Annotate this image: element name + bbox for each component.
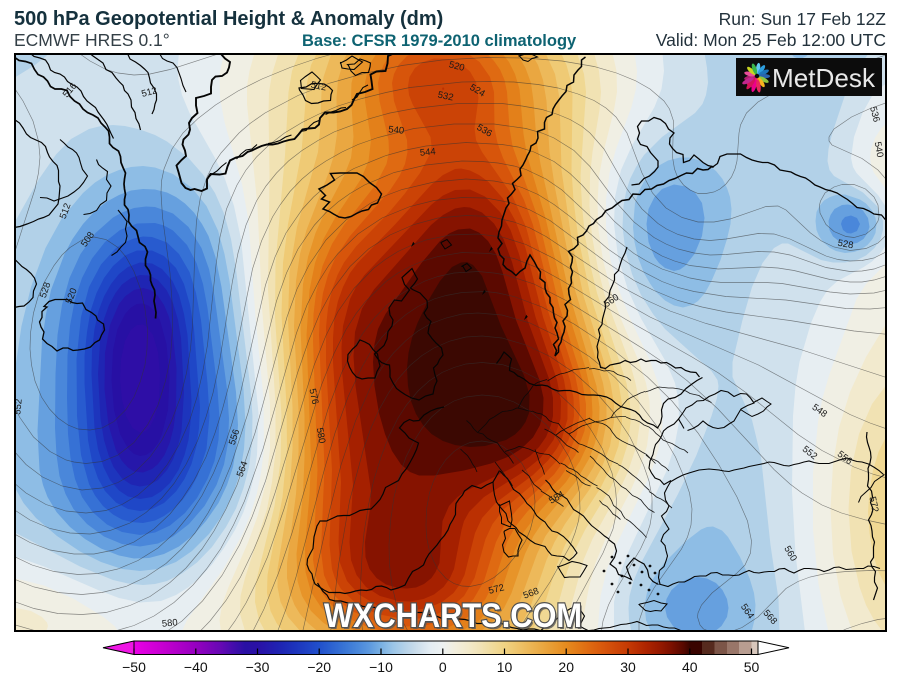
svg-text:572: 572	[487, 582, 505, 597]
svg-text:512: 512	[140, 85, 158, 100]
svg-text:580: 580	[314, 427, 328, 445]
svg-text:Run: Sun 17 Feb 12Z: Run: Sun 17 Feb 12Z	[719, 9, 887, 29]
svg-text:−40: −40	[184, 659, 208, 675]
svg-text:528: 528	[38, 281, 53, 299]
svg-text:572: 572	[866, 496, 880, 514]
svg-text:576: 576	[306, 388, 320, 406]
svg-text:Valid: Mon 25 Feb 12:00 UTC: Valid: Mon 25 Feb 12:00 UTC	[656, 30, 886, 50]
svg-text:WXCHARTS.COM: WXCHARTS.COM	[324, 597, 582, 635]
svg-text:540: 540	[388, 124, 405, 136]
svg-text:540: 540	[872, 141, 886, 159]
svg-text:512: 512	[310, 80, 328, 94]
svg-text:0: 0	[439, 659, 447, 675]
svg-text:WXCHARTS.COM: WXCHARTS.COM	[326, 599, 584, 637]
svg-text:500 hPa Geopotential Height &: 500 hPa Geopotential Height & Anomaly (d…	[14, 8, 443, 30]
svg-text:−20: −20	[307, 659, 331, 675]
svg-text:564: 564	[235, 460, 251, 479]
svg-text:528: 528	[837, 238, 855, 252]
svg-text:10: 10	[497, 659, 513, 675]
svg-text:532: 532	[437, 90, 455, 104]
svg-text:−10: −10	[369, 659, 393, 675]
svg-text:552: 552	[12, 398, 24, 415]
svg-text:40: 40	[682, 659, 698, 675]
svg-text:Base: CFSR 1979-2010 climatolo: Base: CFSR 1979-2010 climatology	[302, 32, 577, 50]
svg-text:50: 50	[744, 659, 760, 675]
svg-text:ECMWF HRES 0.1°: ECMWF HRES 0.1°	[14, 30, 170, 50]
svg-text:556: 556	[227, 428, 242, 446]
svg-text:568: 568	[522, 586, 541, 602]
svg-text:MetDesk: MetDesk	[772, 63, 876, 93]
svg-text:30: 30	[620, 659, 636, 675]
svg-text:520: 520	[448, 59, 466, 74]
svg-text:−50: −50	[122, 659, 146, 675]
svg-text:580: 580	[161, 617, 178, 629]
svg-text:536: 536	[867, 105, 882, 123]
svg-text:−30: −30	[246, 659, 270, 675]
svg-text:512: 512	[58, 202, 74, 221]
svg-text:544: 544	[419, 146, 436, 158]
svg-text:20: 20	[558, 659, 574, 675]
